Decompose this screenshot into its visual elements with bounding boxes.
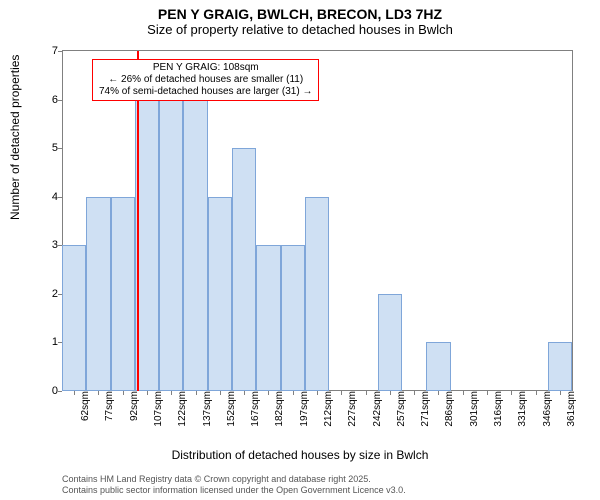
plot-area: 0123456762sqm77sqm92sqm107sqm122sqm137sq…	[62, 50, 573, 391]
x-tick-mark	[341, 391, 342, 395]
x-tick-label: 77sqm	[102, 391, 115, 421]
histogram-bar	[426, 342, 450, 391]
x-tick-mark	[317, 391, 318, 395]
x-tick-mark	[560, 391, 561, 395]
y-tick-mark	[58, 197, 62, 198]
x-tick-mark	[220, 391, 221, 395]
histogram-bar	[86, 197, 110, 391]
x-tick-label: 197sqm	[297, 391, 310, 427]
x-tick-mark	[414, 391, 415, 395]
x-tick-label: 301sqm	[467, 391, 480, 427]
x-tick-mark	[196, 391, 197, 395]
x-tick-mark	[171, 391, 172, 395]
x-tick-label: 242sqm	[370, 391, 383, 427]
chart-title: PEN Y GRAIG, BWLCH, BRECON, LD3 7HZ	[0, 0, 600, 22]
x-tick-mark	[147, 391, 148, 395]
histogram-bar	[111, 197, 135, 391]
x-tick-mark	[244, 391, 245, 395]
histogram-bar	[159, 100, 183, 391]
histogram-bar	[281, 245, 305, 391]
annotation-line-3: 74% of semi-detached houses are larger (…	[99, 86, 312, 98]
footer-line-2: Contains public sector information licen…	[62, 485, 406, 496]
y-tick-mark	[58, 100, 62, 101]
x-tick-mark	[293, 391, 294, 395]
histogram-bar	[305, 197, 329, 391]
x-tick-mark	[487, 391, 488, 395]
x-tick-label: 62sqm	[78, 391, 91, 421]
x-tick-label: 182sqm	[272, 391, 285, 427]
x-tick-mark	[98, 391, 99, 395]
x-tick-mark	[74, 391, 75, 395]
x-tick-mark	[366, 391, 367, 395]
x-tick-label: 286sqm	[442, 391, 455, 427]
chart-subtitle: Size of property relative to detached ho…	[0, 22, 600, 41]
footer-line-1: Contains HM Land Registry data © Crown c…	[62, 474, 406, 485]
histogram-bar	[548, 342, 572, 391]
x-tick-label: 167sqm	[248, 391, 261, 427]
x-tick-label: 92sqm	[127, 391, 140, 421]
x-tick-label: 107sqm	[151, 391, 164, 427]
histogram-bar	[232, 148, 256, 391]
x-tick-mark	[123, 391, 124, 395]
x-tick-label: 331sqm	[515, 391, 528, 427]
x-axis-label: Distribution of detached houses by size …	[0, 448, 600, 462]
y-tick-mark	[58, 391, 62, 392]
x-tick-label: 212sqm	[321, 391, 334, 427]
x-tick-label: 137sqm	[200, 391, 213, 427]
x-tick-label: 257sqm	[394, 391, 407, 427]
annotation-line-2: ← 26% of detached houses are smaller (11…	[99, 74, 312, 86]
x-tick-label: 122sqm	[175, 391, 188, 427]
x-tick-label: 271sqm	[418, 391, 431, 427]
x-tick-mark	[463, 391, 464, 395]
property-marker-line	[137, 51, 139, 391]
y-tick-mark	[58, 51, 62, 52]
x-tick-label: 346sqm	[540, 391, 553, 427]
histogram-bar	[62, 245, 86, 391]
histogram-bar	[183, 100, 207, 391]
x-tick-mark	[511, 391, 512, 395]
annotation-line-1: PEN Y GRAIG: 108sqm	[99, 62, 312, 74]
x-tick-label: 227sqm	[345, 391, 358, 427]
histogram-bar	[256, 245, 280, 391]
x-tick-label: 361sqm	[564, 391, 577, 427]
x-tick-mark	[390, 391, 391, 395]
histogram-chart: PEN Y GRAIG, BWLCH, BRECON, LD3 7HZ Size…	[0, 0, 600, 500]
x-tick-mark	[536, 391, 537, 395]
x-tick-label: 152sqm	[224, 391, 237, 427]
x-tick-label: 316sqm	[491, 391, 504, 427]
y-tick-mark	[58, 148, 62, 149]
annotation-box: PEN Y GRAIG: 108sqm← 26% of detached hou…	[92, 59, 319, 101]
histogram-bar	[208, 197, 232, 391]
x-tick-mark	[268, 391, 269, 395]
x-tick-mark	[438, 391, 439, 395]
y-axis-label: Number of detached properties	[8, 55, 22, 220]
chart-footer: Contains HM Land Registry data © Crown c…	[62, 474, 406, 496]
histogram-bar	[378, 294, 402, 391]
